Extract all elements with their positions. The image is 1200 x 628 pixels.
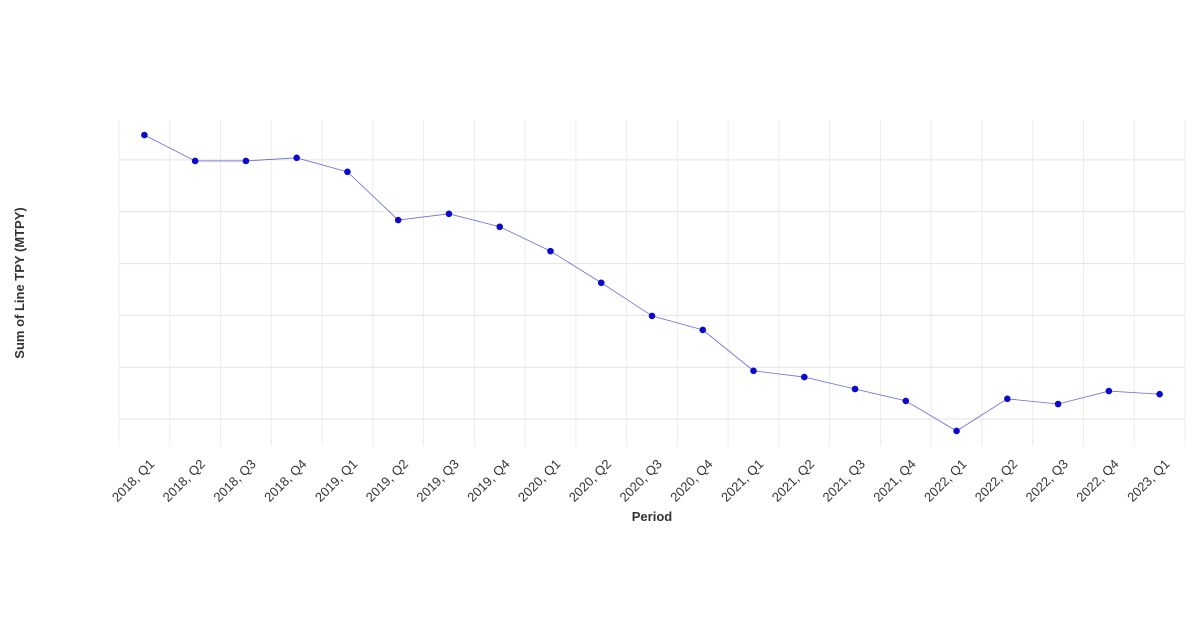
point [344, 168, 351, 176]
x-tick-label: 2022, Q4 [1073, 456, 1121, 504]
x-tick-label: 2020, Q4 [667, 456, 715, 504]
x-tick-label: 2020, Q1 [515, 456, 563, 504]
x-tick-label: 2019, Q3 [413, 456, 461, 504]
point [191, 157, 199, 165]
point [293, 154, 300, 162]
point [141, 131, 148, 139]
point [699, 326, 707, 334]
line [144, 134, 1160, 432]
x-tick-label: 2020, Q2 [566, 456, 614, 504]
x-tick-label: 2021, Q3 [820, 456, 868, 504]
x-tick-label: 2022, Q2 [972, 456, 1020, 504]
point [750, 367, 757, 375]
point [1105, 387, 1113, 395]
x-tick-label: 2019, Q1 [312, 456, 360, 504]
x-tick-label: 2018, Q4 [261, 456, 309, 504]
x-tick-label: 2020, Q3 [616, 456, 664, 504]
x-tick-label: 2019, Q4 [464, 456, 512, 504]
point [1054, 400, 1062, 408]
x-tick-label: 2018, Q2 [160, 456, 208, 504]
x-tick-label: 2022, Q1 [921, 456, 969, 504]
point [597, 279, 605, 287]
y-axis-title: Sum of Line TPY (MTPY) [12, 207, 27, 358]
x-tick-label: 2018, Q3 [210, 456, 258, 504]
point [902, 397, 910, 405]
point [1004, 395, 1011, 403]
x-tick-label: 2021, Q1 [718, 456, 766, 504]
point [445, 210, 453, 218]
point [547, 247, 554, 255]
point [953, 427, 960, 435]
point [648, 312, 656, 320]
x-tick-label: 2023, Q1 [1124, 456, 1172, 504]
point [496, 223, 504, 231]
point [394, 216, 402, 224]
point [1156, 390, 1163, 398]
x-tick-label: 2018, Q1 [109, 456, 157, 504]
x-tick-label: 2021, Q4 [870, 456, 918, 504]
x-tick-label: 2022, Q3 [1023, 456, 1071, 504]
x-axis-title: Period [632, 509, 673, 524]
point [800, 373, 808, 381]
point [242, 157, 250, 165]
x-tick-label: 2019, Q2 [363, 456, 411, 504]
x-tick-label: 2021, Q2 [769, 456, 817, 504]
point [851, 385, 859, 393]
